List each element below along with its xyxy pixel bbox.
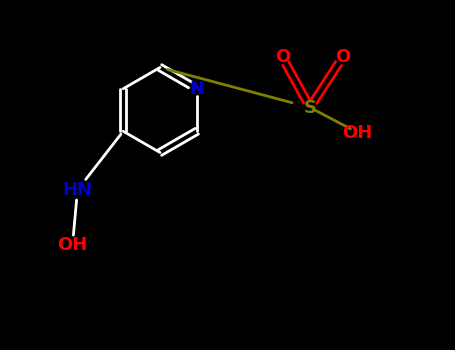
Text: OH: OH (57, 236, 88, 254)
Text: HN: HN (62, 181, 92, 199)
Text: S: S (303, 98, 317, 117)
Text: O: O (275, 49, 290, 66)
Text: N: N (189, 80, 204, 98)
Text: O: O (335, 49, 350, 66)
Text: OH: OH (342, 124, 373, 141)
